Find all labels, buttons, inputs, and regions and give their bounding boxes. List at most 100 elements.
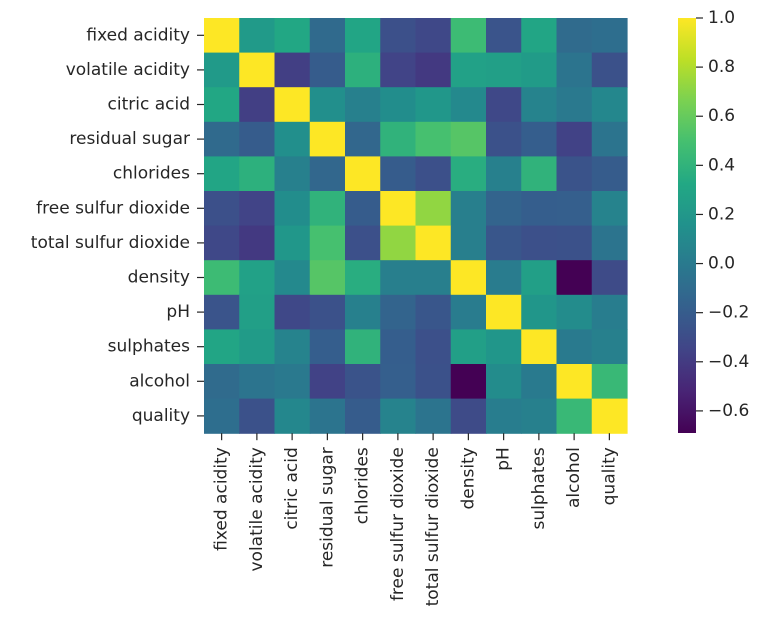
heatmap-cell [521, 87, 558, 123]
heatmap-cell [450, 87, 487, 123]
heatmap-cell [274, 156, 311, 192]
heatmap-cell [556, 260, 593, 296]
heatmap-cell [591, 398, 628, 434]
heatmap-cell [309, 260, 346, 296]
heatmap-cell [309, 191, 346, 227]
heatmap-cell [309, 329, 346, 365]
heatmap-cell [274, 191, 311, 227]
column-label: free sulfur dioxide [388, 447, 408, 601]
heatmap-cell [415, 294, 452, 330]
heatmap-cell [204, 260, 240, 296]
heatmap-cell [380, 294, 417, 330]
colorbar-tick-label: 0.2 [708, 204, 735, 224]
heatmap-cell [415, 260, 452, 296]
heatmap-cell [591, 225, 628, 261]
column-label: sulphates [529, 447, 549, 529]
heatmap-cell [486, 260, 522, 296]
heatmap-cell [556, 121, 593, 157]
heatmap-cell [556, 398, 593, 434]
heatmap-cell [274, 260, 311, 296]
heatmap-cell [239, 121, 276, 157]
heatmap-cell [380, 52, 417, 88]
heatmap-cell [274, 398, 311, 434]
colorbar-tick-label: 0.0 [708, 254, 735, 274]
heatmap-cell [450, 398, 487, 434]
row-label: sulphates [108, 337, 190, 357]
heatmap-cell [486, 294, 522, 330]
row-tick-labels: fixed acidity volatile acidity citric acid… [31, 25, 204, 426]
heatmap-cell [591, 87, 628, 123]
row-label: quality [132, 406, 190, 426]
heatmap-cell [345, 294, 381, 330]
heatmap-cell [521, 294, 558, 330]
heatmap-cell [345, 121, 381, 157]
heatmap-cell [274, 329, 311, 365]
heatmap-cell [521, 52, 558, 88]
heatmap-cell [415, 52, 452, 88]
row-label: chlorides [113, 164, 190, 184]
colorbar-tick-label: 0.4 [708, 155, 735, 175]
heatmap-cell [415, 121, 452, 157]
heatmap-cell [591, 191, 628, 227]
heatmap-cell [556, 52, 593, 88]
row-label: fixed acidity [86, 25, 190, 45]
heatmap-cell [556, 87, 593, 123]
heatmap-cell [345, 156, 381, 192]
heatmap-cell [309, 18, 346, 54]
heatmap-cell [415, 156, 452, 192]
row-label: residual sugar [69, 129, 190, 149]
colorbar: −0.6 −0.4 −0.2 0.0 0.2 0.4 0.6 0.8 1.0 [678, 8, 749, 433]
heatmap-cell [591, 52, 628, 88]
heatmap-cell [450, 191, 487, 227]
heatmap-cell [591, 121, 628, 157]
heatmap-cell [486, 52, 522, 88]
colorbar-tick-label: 1.0 [708, 8, 735, 28]
heatmap-cell [415, 329, 452, 365]
heatmap-cell [380, 156, 417, 192]
row-label: pH [166, 302, 190, 322]
heatmap-cell [450, 225, 487, 261]
heatmap-cell [450, 260, 487, 296]
heatmap-cell [450, 364, 487, 400]
column-label: quality [599, 447, 619, 505]
heatmap-cell [274, 18, 311, 54]
colorbar-tick-label: −0.6 [708, 401, 749, 421]
heatmap-cell [486, 398, 522, 434]
heatmap-cell [204, 52, 240, 88]
heatmap-cell [415, 87, 452, 123]
heatmap-cell [309, 52, 346, 88]
heatmap-cell [521, 18, 558, 54]
colorbar-gradient [678, 18, 696, 433]
heatmap-cell [204, 225, 240, 261]
heatmap-cell [309, 398, 346, 434]
column-label: pH [494, 447, 514, 471]
heatmap-cell [274, 121, 311, 157]
row-label: total sulfur dioxide [31, 233, 190, 253]
heatmap-cell [415, 191, 452, 227]
heatmap-cell [239, 329, 276, 365]
heatmap-cell [239, 87, 276, 123]
heatmap-cell [204, 329, 240, 365]
heatmap-cell [204, 364, 240, 400]
heatmap-cell [239, 398, 276, 434]
heatmap-cell [521, 191, 558, 227]
column-tick-labels: fixed acidity volatile acidity citric acid… [212, 433, 619, 606]
heatmap-cell [345, 191, 381, 227]
heatmap-cell [591, 329, 628, 365]
heatmap-cell [486, 18, 522, 54]
heatmap-cell [521, 121, 558, 157]
column-label: alcohol [564, 447, 584, 508]
heatmap-cell [204, 294, 240, 330]
heatmap-cell [380, 121, 417, 157]
heatmap-cell [239, 191, 276, 227]
column-label: fixed acidity [212, 447, 232, 551]
heatmap-cell [450, 329, 487, 365]
heatmap-cell [274, 364, 311, 400]
heatmap-cell [591, 260, 628, 296]
column-label: volatile acidity [247, 447, 267, 571]
column-label: total sulfur dioxide [423, 447, 443, 606]
heatmap-cell [309, 364, 346, 400]
heatmap-cell [204, 87, 240, 123]
heatmap-cell [521, 398, 558, 434]
